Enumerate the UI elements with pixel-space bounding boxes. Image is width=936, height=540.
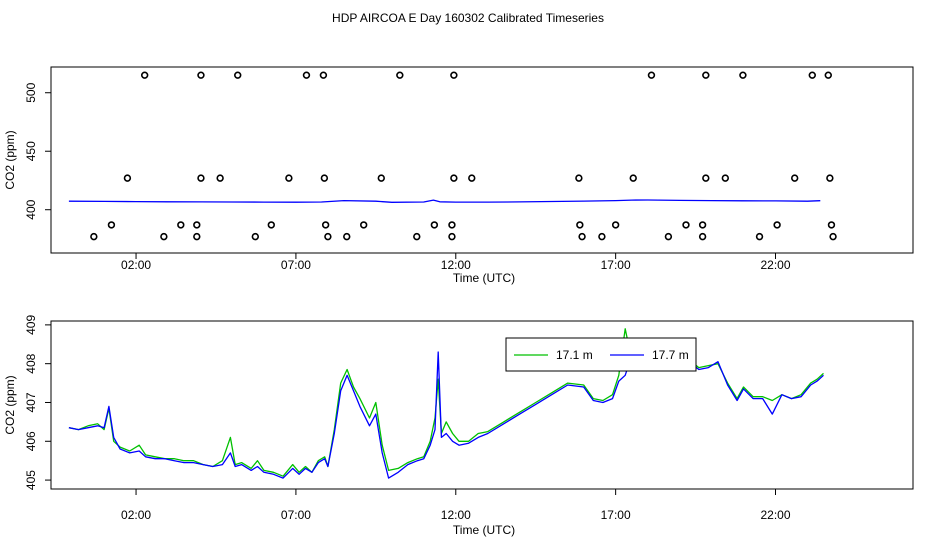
data-point	[827, 221, 836, 229]
data-point	[629, 174, 637, 182]
plot-frame	[50, 320, 914, 490]
data-point	[197, 174, 205, 182]
data-point	[430, 221, 439, 229]
data-point	[578, 232, 586, 241]
data-point	[123, 174, 132, 182]
data-point	[450, 71, 458, 79]
x-tick-label: 07:00	[281, 508, 311, 522]
data-point	[773, 221, 781, 229]
data-point	[193, 232, 201, 241]
data-point	[702, 174, 710, 182]
x-tick-label: 17:00	[601, 508, 631, 522]
data-point	[396, 71, 404, 79]
y-tick-label: 407	[24, 392, 38, 412]
legend-label-1: 17.1 m	[556, 348, 593, 362]
plot-frame	[50, 66, 914, 254]
data-point	[664, 232, 673, 241]
data-point	[808, 71, 816, 79]
data-point	[285, 174, 293, 182]
data-point	[267, 221, 275, 229]
data-point	[324, 232, 332, 241]
data-point	[321, 221, 330, 229]
figure-title: HDP AIRCOA E Day 160302 Calibrated Times…	[332, 11, 604, 25]
x-tick-label: 07:00	[281, 258, 311, 272]
data-point	[698, 221, 707, 229]
x-tick-label: 22:00	[760, 258, 790, 272]
x-tick-label: 17:00	[601, 258, 631, 272]
data-point	[160, 232, 168, 241]
data-point	[193, 221, 201, 229]
data-point	[448, 232, 456, 241]
data-point	[698, 232, 707, 241]
data-point	[721, 174, 730, 182]
data-point	[216, 174, 224, 182]
data-point	[576, 221, 584, 229]
x-axis-label: Time (UTC)	[453, 271, 515, 285]
data-point	[320, 174, 329, 182]
y-tick-label: 406	[24, 431, 38, 451]
data-point	[450, 174, 458, 182]
x-axis-label: Time (UTC)	[453, 523, 515, 537]
data-point	[302, 71, 311, 79]
panel-1: 02:00 07:00 12:00 17:00 22:00 400 450 500 Time (…	[3, 66, 914, 285]
data-point	[140, 71, 149, 79]
series-line-2	[68, 339, 824, 479]
data-point	[343, 232, 351, 241]
x-tick-label: 12:00	[441, 508, 471, 522]
y-tick-label: 408	[24, 353, 38, 373]
data-point	[611, 221, 620, 229]
data-point	[575, 174, 583, 182]
data-point	[107, 221, 116, 229]
data-point	[702, 71, 710, 79]
data-point	[468, 174, 476, 182]
y-tick-label: 450	[24, 141, 38, 161]
legend: 17.1 m 17.7 m	[505, 337, 697, 372]
data-point	[824, 71, 832, 79]
x-tick-label: 02:00	[121, 258, 151, 272]
x-tick-label: 02:00	[121, 508, 151, 522]
series-line-1	[68, 328, 824, 477]
series-line-1	[68, 199, 821, 203]
data-point	[177, 221, 185, 229]
data-point	[413, 232, 421, 241]
data-point	[448, 221, 456, 229]
y-tick-label: 500	[24, 82, 38, 102]
data-point	[682, 221, 690, 229]
x-tick-label: 12:00	[441, 258, 471, 272]
y-tick-label: 405	[24, 470, 38, 490]
data-point	[790, 174, 799, 182]
data-point	[197, 71, 205, 79]
y-axis-label: CO2 (ppm)	[3, 375, 17, 434]
y-tick-label: 400	[24, 199, 38, 219]
data-point	[319, 71, 328, 79]
legend-box	[505, 337, 697, 372]
data-point	[234, 71, 242, 79]
y-tick-label: 409	[24, 315, 38, 335]
data-point	[90, 232, 98, 241]
data-point	[359, 221, 368, 229]
y-axis-label: CO2 (ppm)	[3, 130, 17, 189]
legend-label-2: 17.7 m	[652, 348, 689, 362]
data-point	[829, 232, 837, 241]
data-point	[755, 232, 764, 241]
data-point	[826, 174, 834, 182]
data-point	[377, 174, 385, 182]
panel-2: 02:00 07:00 12:00 17:00 22:00 405 406 407 408 409…	[3, 315, 914, 537]
data-point	[647, 71, 656, 79]
data-point	[598, 232, 606, 241]
data-point	[251, 232, 260, 241]
x-tick-label: 22:00	[760, 508, 790, 522]
data-point	[739, 71, 747, 79]
